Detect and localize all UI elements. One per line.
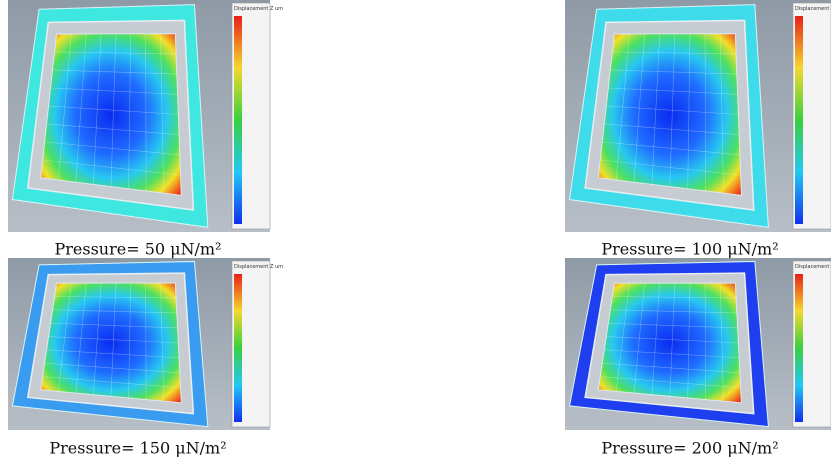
legend-title: Displacement Z um [795, 264, 831, 270]
caption: Pressure= 100 μN/m² [601, 240, 778, 259]
membrane [598, 34, 741, 196]
colorbar [234, 16, 242, 224]
caption: Pressure= 150 μN/m² [49, 439, 226, 458]
simulation-panel: Displacement Z um Pressure= 50 μN/m² [8, 0, 283, 259]
membrane [41, 34, 182, 196]
caption: Pressure= 50 μN/m² [54, 240, 221, 259]
membrane [598, 283, 741, 403]
membrane [41, 283, 182, 403]
legend-title: Displacement Z um [234, 6, 283, 12]
figure: Displacement Z umPressure= 50 μN/m²Displ… [0, 0, 831, 462]
colorbar [234, 274, 242, 422]
page: Displacement Z umPressure= 50 μN/m²Displ… [0, 0, 831, 462]
colorbar [795, 274, 803, 422]
legend-title: Displacement Z um [234, 264, 283, 270]
simulation-panel: Displacement Z um Pressure= 150 μN/m² [8, 258, 283, 458]
simulation-panel: Displacement Z um Pressure= 100 μN/m² [565, 0, 831, 259]
legend-title: Displacement Z um [795, 6, 831, 12]
colorbar [795, 16, 803, 224]
simulation-panel: Displacement Z um Pressure= 200 μN/m² [565, 258, 831, 458]
caption: Pressure= 200 μN/m² [601, 439, 778, 458]
